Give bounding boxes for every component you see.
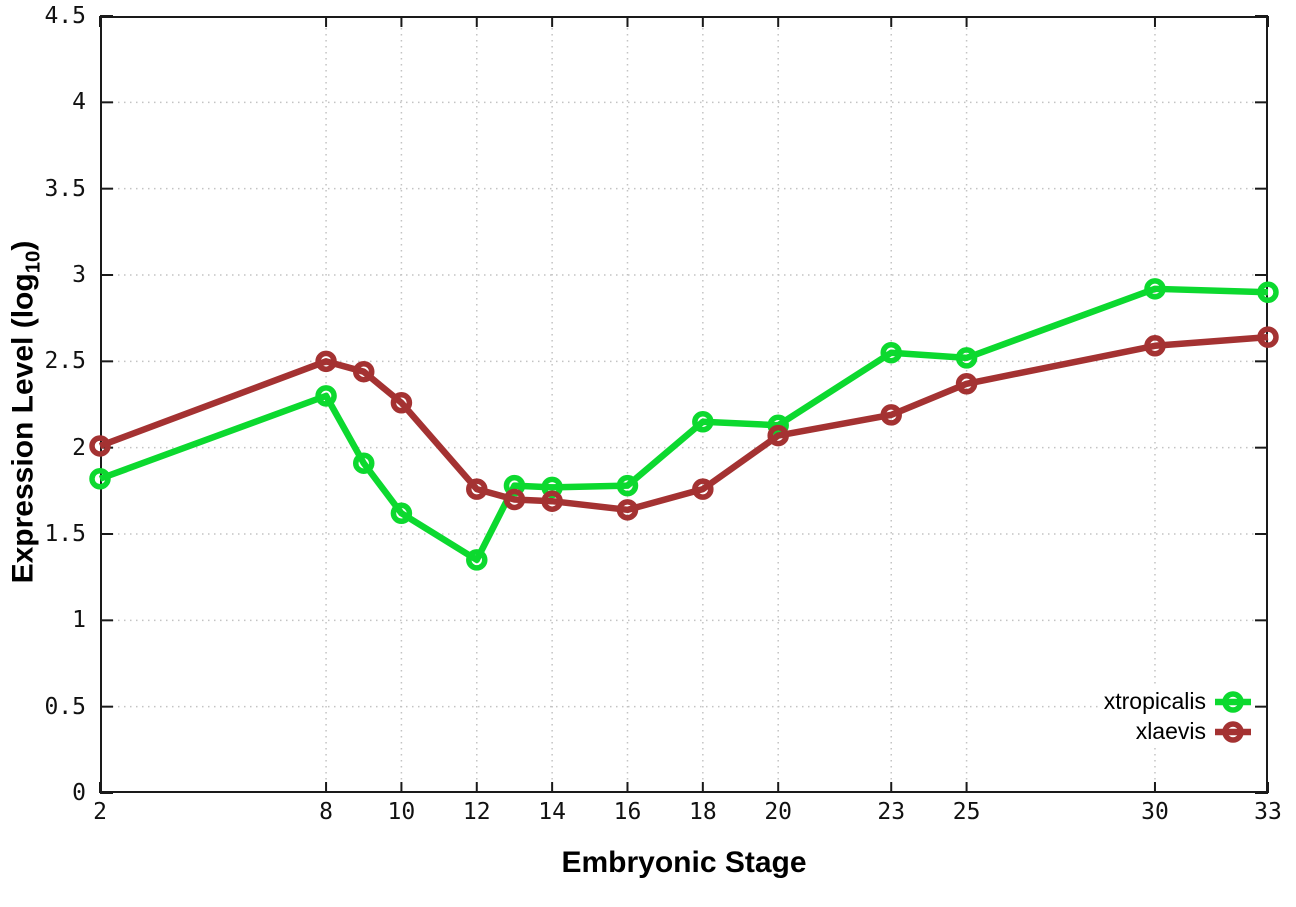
x-tick-label: 8 bbox=[319, 799, 333, 825]
data-point-xlaevis bbox=[89, 435, 111, 457]
x-tick-label: 10 bbox=[387, 799, 416, 825]
legend-row-xtropicalis: xtropicalis bbox=[1104, 687, 1251, 716]
data-point-xlaevis bbox=[1257, 326, 1279, 348]
data-point-xlaevis bbox=[616, 499, 639, 521]
y-tick-label: 0.5 bbox=[44, 693, 86, 720]
y-tick-label: 3.5 bbox=[44, 175, 86, 202]
data-point-xtropicalis bbox=[466, 549, 488, 571]
legend-sample-xtropicalis bbox=[1215, 690, 1251, 713]
data-point-xtropicalis bbox=[315, 385, 337, 407]
data-point-xtropicalis bbox=[352, 452, 375, 474]
y-tick-label: 1 bbox=[72, 607, 86, 634]
legend-row-xlaevis: xlaevis bbox=[1104, 717, 1251, 746]
x-tick-label: 30 bbox=[1141, 799, 1169, 825]
x-tick-label: 2 bbox=[93, 799, 107, 825]
y-tick-label: 2 bbox=[72, 434, 86, 461]
plot-border bbox=[100, 16, 1268, 793]
legend-sample-xlaevis bbox=[1215, 720, 1251, 743]
data-point-xtropicalis bbox=[955, 347, 978, 369]
x-tick-label: 33 bbox=[1254, 799, 1282, 825]
x-tick-label: 16 bbox=[613, 799, 642, 825]
data-point-xtropicalis bbox=[1257, 281, 1279, 304]
y-tick-label: 4.5 bbox=[44, 3, 86, 29]
data-point-xtropicalis bbox=[89, 467, 111, 490]
y-tick-label: 4 bbox=[72, 89, 86, 116]
data-point-xtropicalis bbox=[616, 474, 639, 497]
data-point-xlaevis bbox=[466, 478, 488, 500]
x-tick-label: 23 bbox=[877, 799, 906, 825]
data-point-xlaevis bbox=[315, 350, 337, 373]
legend-label-xtropicalis: xtropicalis bbox=[1103, 688, 1206, 714]
data-point-xtropicalis bbox=[880, 341, 902, 364]
y-axis-title-suffix: ) bbox=[6, 240, 40, 251]
data-point-xtropicalis bbox=[692, 411, 714, 433]
data-point-xlaevis bbox=[767, 424, 789, 447]
x-axis-title: Embryonic Stage bbox=[561, 846, 807, 879]
data-point-xtropicalis bbox=[390, 502, 413, 525]
data-point-xlaevis bbox=[503, 488, 526, 511]
data-point-xtropicalis bbox=[1144, 278, 1166, 300]
y-tick-label: 0 bbox=[72, 780, 86, 806]
series-line-xlaevis bbox=[98, 333, 1269, 514]
data-point-xlaevis bbox=[692, 478, 714, 500]
data-point-xlaevis bbox=[352, 360, 375, 383]
x-tick-label: 25 bbox=[952, 799, 981, 825]
data-point-xlaevis bbox=[1144, 335, 1166, 357]
legend-label-xlaevis: xlaevis bbox=[1135, 718, 1206, 744]
x-tick-label: 12 bbox=[462, 799, 491, 825]
legend: xtropicalis xlaevis bbox=[1100, 686, 1254, 747]
data-point-xlaevis bbox=[541, 490, 563, 512]
x-tick-label: 20 bbox=[764, 799, 793, 825]
data-point-xlaevis bbox=[880, 404, 902, 426]
legend-marker-icon-xlaevis bbox=[1222, 720, 1244, 743]
y-tick-label: 3 bbox=[72, 262, 86, 288]
data-point-xlaevis bbox=[390, 392, 413, 414]
series-line-xtropicalis bbox=[98, 285, 1269, 564]
plot-area bbox=[89, 15, 1279, 794]
x-tick-label: 18 bbox=[688, 799, 717, 825]
data-point-xlaevis bbox=[955, 373, 978, 395]
legend-marker-icon-xtropicalis bbox=[1222, 690, 1244, 713]
x-tick-label: 14 bbox=[538, 799, 566, 825]
y-tick-label: 1.5 bbox=[44, 521, 86, 547]
y-tick-label: 2.5 bbox=[44, 348, 86, 375]
